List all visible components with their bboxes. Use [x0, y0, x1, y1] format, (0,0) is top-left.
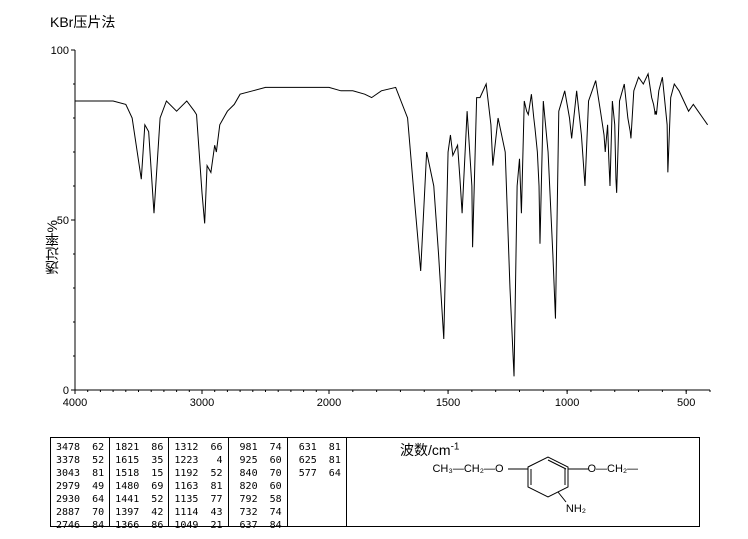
peak-column: 3478 62 3378 52 3043 81 2979 49 2930 64 …	[51, 438, 110, 526]
ir-spectrum-container: KBr压片法 05010040003000200015001000500 透过率…	[0, 0, 748, 539]
svg-text:4000: 4000	[63, 397, 87, 409]
peak-column: 1821 86 1615 35 1518 15 1480 69 1441 52 …	[110, 438, 169, 526]
peak-table: 3478 62 3378 52 3043 81 2979 49 2930 64 …	[51, 438, 347, 526]
svg-text:3000: 3000	[190, 397, 214, 409]
structure-svg: CH₃—CH₂—O O—CH₂—CH₃ NH₂	[408, 442, 638, 522]
bottom-panel: 3478 62 3378 52 3043 81 2979 49 2930 64 …	[50, 437, 700, 527]
svg-text:CH₃—CH₂—O: CH₃—CH₂—O	[432, 463, 504, 475]
structure-diagram: CH₃—CH₂—O O—CH₂—CH₃ NH₂	[347, 438, 699, 526]
svg-text:1000: 1000	[555, 397, 579, 409]
yaxis-label: 透过率%	[42, 220, 62, 274]
svg-text:500: 500	[677, 397, 695, 409]
peak-column: 981 74 925 60 840 70 820 60 792 58 732 7…	[229, 438, 288, 526]
svg-text:2000: 2000	[317, 397, 341, 409]
peak-column: 1312 66 1223 4 1192 52 1163 81 1135 77 1…	[169, 438, 228, 526]
peak-column: 631 81 625 81 577 64	[288, 438, 347, 526]
svg-text:100: 100	[51, 45, 69, 57]
svg-text:NH₂: NH₂	[566, 503, 586, 515]
chart-title: KBr压片法	[50, 12, 115, 32]
chart-area: 05010040003000200015001000500 透过率% 波数/cm…	[40, 40, 720, 420]
svg-text:1500: 1500	[436, 397, 460, 409]
spectrum-svg: 05010040003000200015001000500	[40, 40, 720, 420]
svg-text:0: 0	[63, 385, 69, 397]
svg-text:O—CH₂—CH₃: O—CH₂—CH₃	[587, 463, 638, 475]
